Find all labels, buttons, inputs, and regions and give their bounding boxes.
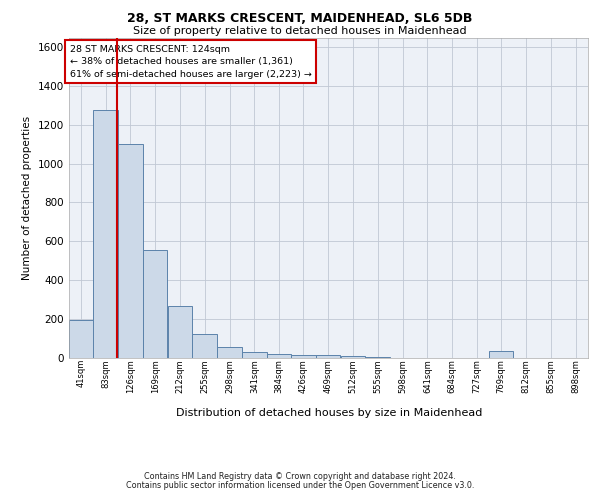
Bar: [143, 250, 167, 358]
Text: Size of property relative to detached houses in Maidenhead: Size of property relative to detached ho…: [133, 26, 467, 36]
Bar: [217, 347, 242, 358]
Text: Distribution of detached houses by size in Maidenhead: Distribution of detached houses by size …: [176, 408, 482, 418]
Text: Contains HM Land Registry data © Crown copyright and database right 2024.: Contains HM Land Registry data © Crown c…: [144, 472, 456, 481]
Text: Contains public sector information licensed under the Open Government Licence v3: Contains public sector information licen…: [126, 481, 474, 490]
Bar: [291, 354, 316, 358]
Text: 28 ST MARKS CRESCENT: 124sqm
← 38% of detached houses are smaller (1,361)
61% of: 28 ST MARKS CRESCENT: 124sqm ← 38% of de…: [70, 44, 311, 78]
Bar: [341, 356, 365, 358]
Bar: [242, 352, 266, 358]
Y-axis label: Number of detached properties: Number of detached properties: [22, 116, 32, 280]
Bar: [489, 352, 514, 358]
Bar: [316, 355, 340, 358]
Bar: [193, 334, 217, 357]
Bar: [118, 144, 143, 358]
Bar: [167, 306, 192, 358]
Bar: [267, 354, 292, 358]
Bar: [93, 110, 118, 358]
Bar: [69, 320, 94, 358]
Text: 28, ST MARKS CRESCENT, MAIDENHEAD, SL6 5DB: 28, ST MARKS CRESCENT, MAIDENHEAD, SL6 5…: [127, 12, 473, 26]
